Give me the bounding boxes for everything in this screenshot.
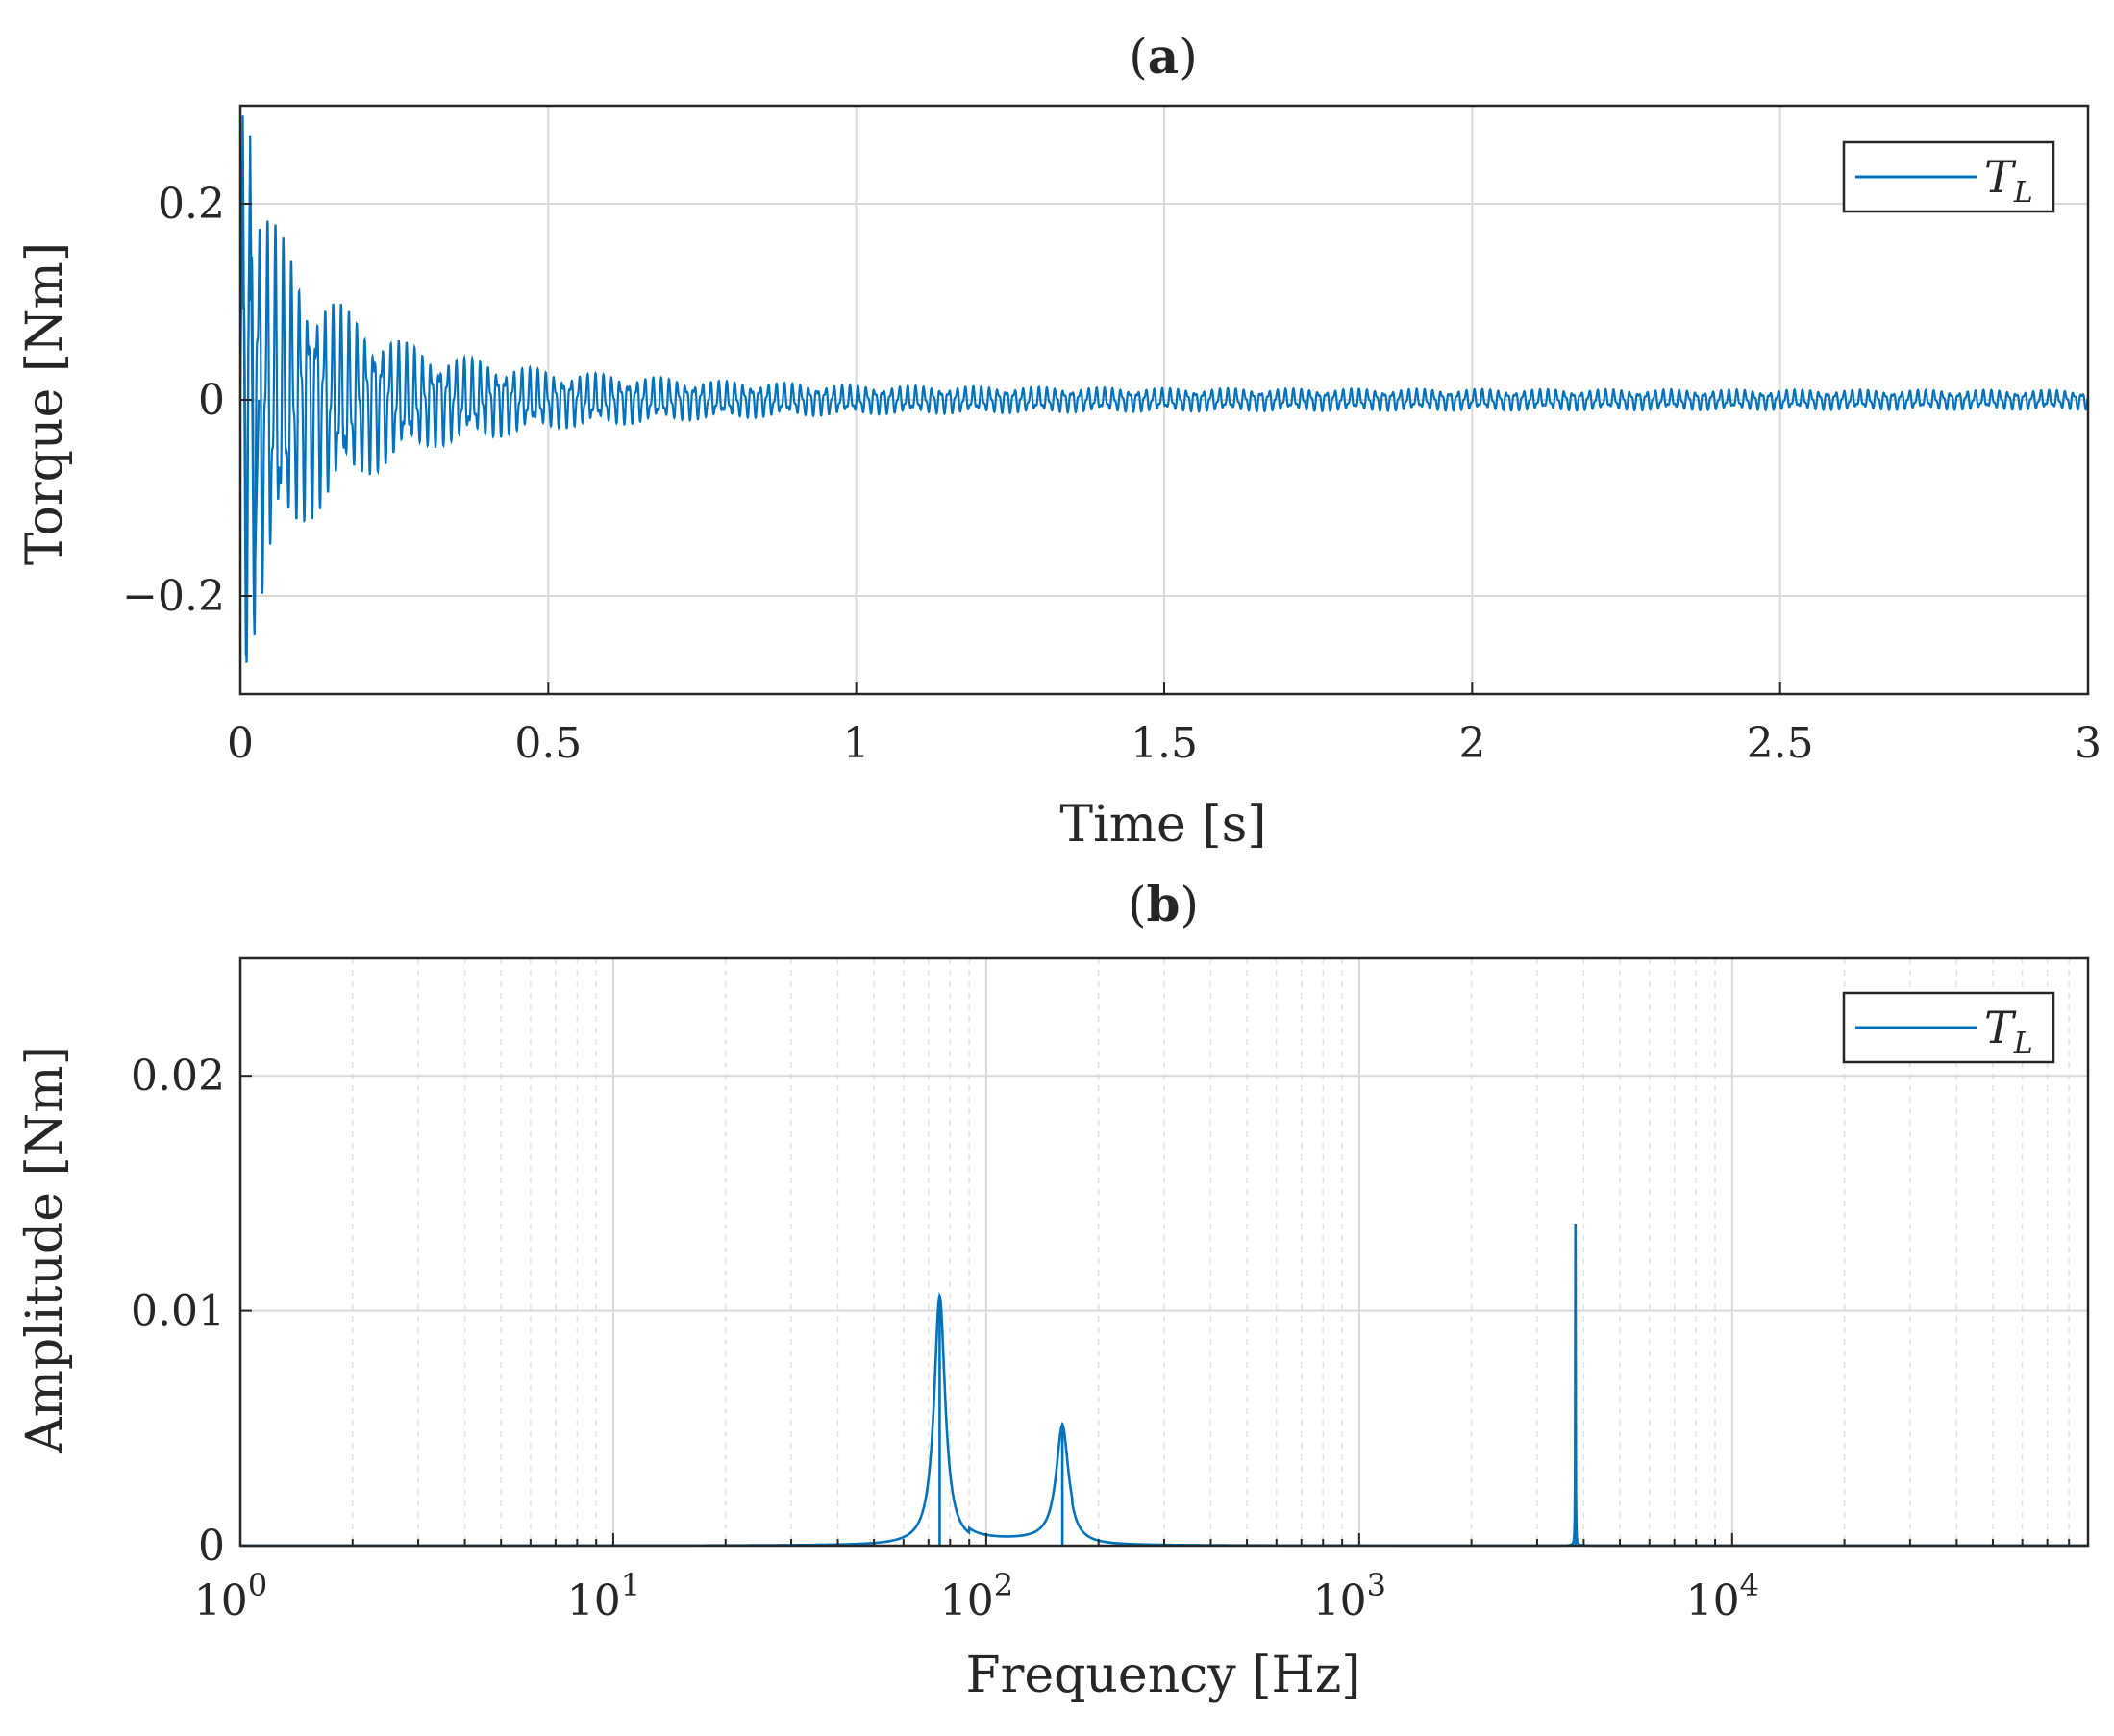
panel-b-y-tick-label: 0 — [198, 1522, 225, 1571]
panel-a-x-tick-label: 2.5 — [1747, 719, 1814, 768]
panel-b-x-tick-label: 102 — [940, 1567, 1013, 1625]
panel-a-x-axis-label: Time [s] — [1059, 796, 1266, 854]
panel-a-title: (a) — [1129, 28, 1197, 85]
panel-b-y-tick-label: 0.01 — [131, 1287, 225, 1336]
panel-b-y-axis-label: Amplitude [Nm] — [16, 1046, 74, 1454]
panel-a-legend: TL — [1842, 140, 2055, 213]
panel-a-x-tick-label: 0 — [227, 719, 254, 768]
panel-a-x-tick-label: 3 — [2075, 719, 2102, 768]
panel-a-series-group — [238, 115, 2090, 663]
panel-b-y-tick-label: 0.02 — [131, 1052, 225, 1101]
panel-a-y-tick-label: −0.2 — [122, 572, 225, 621]
panel-a-legend-label: TL — [1984, 151, 2033, 210]
panel-a-x-tick-label: 2 — [1458, 719, 1485, 768]
panel-b-title: (b) — [1128, 876, 1199, 932]
panel-b-legend: TL — [1842, 991, 2055, 1064]
panel-a-series-line — [238, 202, 2090, 663]
panel-b-x-tick-label: 100 — [194, 1567, 267, 1625]
panel-a-y-tick-label: 0.2 — [158, 180, 225, 229]
panel-a-x-tick-label: 1 — [843, 719, 870, 768]
panel-a-x-tick-label: 1.5 — [1131, 719, 1198, 768]
panel-a-ticks: 0 0.5 1 1.5 2 2.5 3 −0.2 0 0.2 — [122, 180, 2102, 768]
panel-b-x-tick-label: 104 — [1686, 1567, 1759, 1625]
panel-a-x-tick-label: 0.5 — [514, 719, 582, 768]
panel-b-frequency-domain: (b) 100 101 102 103 104 0 0.01 0.02 Frequency [… — [16, 876, 2090, 1704]
panel-b-x-tick-label: 103 — [1313, 1567, 1386, 1625]
panel-b-x-axis-label: Frequency [Hz] — [965, 1647, 1360, 1704]
panel-a-time-domain: (a) 0 0.5 1 1.5 2 2.5 3 −0.2 0 0.2 Time [s] Torqu… — [16, 28, 2102, 854]
panel-b-x-tick-label: 101 — [567, 1567, 640, 1625]
panel-a-series-peak — [238, 115, 261, 656]
panel-a-y-tick-label: 0 — [198, 376, 225, 425]
panel-b-ticks: 100 101 102 103 104 0 0.01 0.02 — [131, 1052, 2089, 1625]
panel-b-legend-label: TL — [1984, 1002, 2033, 1060]
panel-a-y-axis-label: Torque [Nm] — [16, 242, 74, 565]
